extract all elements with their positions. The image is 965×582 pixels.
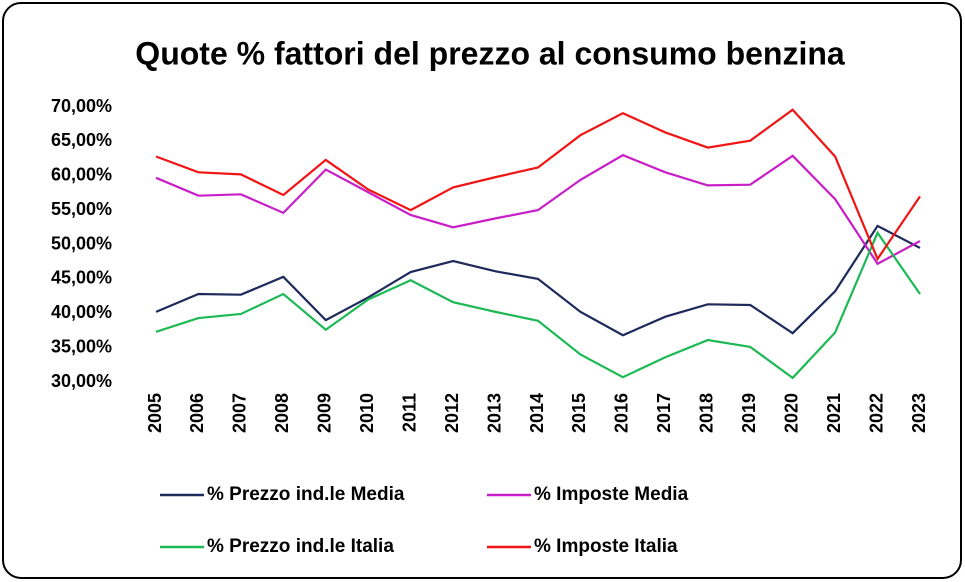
x-tick-label: 2016 — [612, 393, 632, 433]
x-tick-label: 2006 — [187, 393, 207, 433]
series-line — [155, 108, 921, 262]
legend-label: % Prezzo ind.le Italia — [207, 536, 394, 557]
x-tick-label: 2007 — [230, 393, 250, 433]
x-tick-label: 2022 — [866, 393, 886, 433]
y-tick-label: 40,00% — [51, 302, 112, 322]
legend-label: % Imposte Italia — [534, 536, 678, 557]
x-tick-label: 2011 — [399, 393, 419, 432]
x-tick-label: 2010 — [357, 393, 377, 433]
x-tick-label: 2014 — [527, 393, 547, 433]
series-line — [155, 230, 921, 380]
legend-label: % Imposte Media — [534, 484, 689, 505]
y-tick-label: 30,00% — [51, 371, 112, 391]
y-tick-label: 50,00% — [51, 233, 112, 253]
x-tick-label: 2013 — [484, 393, 504, 433]
x-tick-label: 2009 — [315, 393, 335, 433]
x-tick-label: 2020 — [781, 393, 801, 433]
x-tick-label: 2015 — [569, 393, 589, 433]
x-tick-label: 2008 — [272, 393, 292, 433]
y-tick-label: 55,00% — [51, 199, 112, 219]
x-tick-label: 2012 — [442, 393, 462, 433]
y-tick-label: 45,00% — [51, 268, 112, 288]
legend-label: % Prezzo ind.le Media — [207, 484, 405, 505]
y-tick-label: 70,00% — [51, 96, 112, 116]
x-tick-label: 2023 — [909, 393, 929, 433]
x-tick-label: 2021 — [824, 393, 844, 433]
x-tick-label: 2017 — [654, 393, 674, 433]
series-line — [155, 153, 921, 266]
series-line — [155, 224, 921, 337]
x-tick-label: 2018 — [697, 393, 717, 433]
y-tick-label: 35,00% — [51, 336, 112, 356]
x-tick-label: 2005 — [145, 393, 165, 433]
x-tick-label: 2019 — [739, 393, 759, 433]
y-tick-label: 60,00% — [51, 165, 112, 185]
y-tick-label: 65,00% — [51, 130, 112, 150]
chart-title: Quote % fattori del prezzo al consumo be… — [135, 35, 845, 71]
